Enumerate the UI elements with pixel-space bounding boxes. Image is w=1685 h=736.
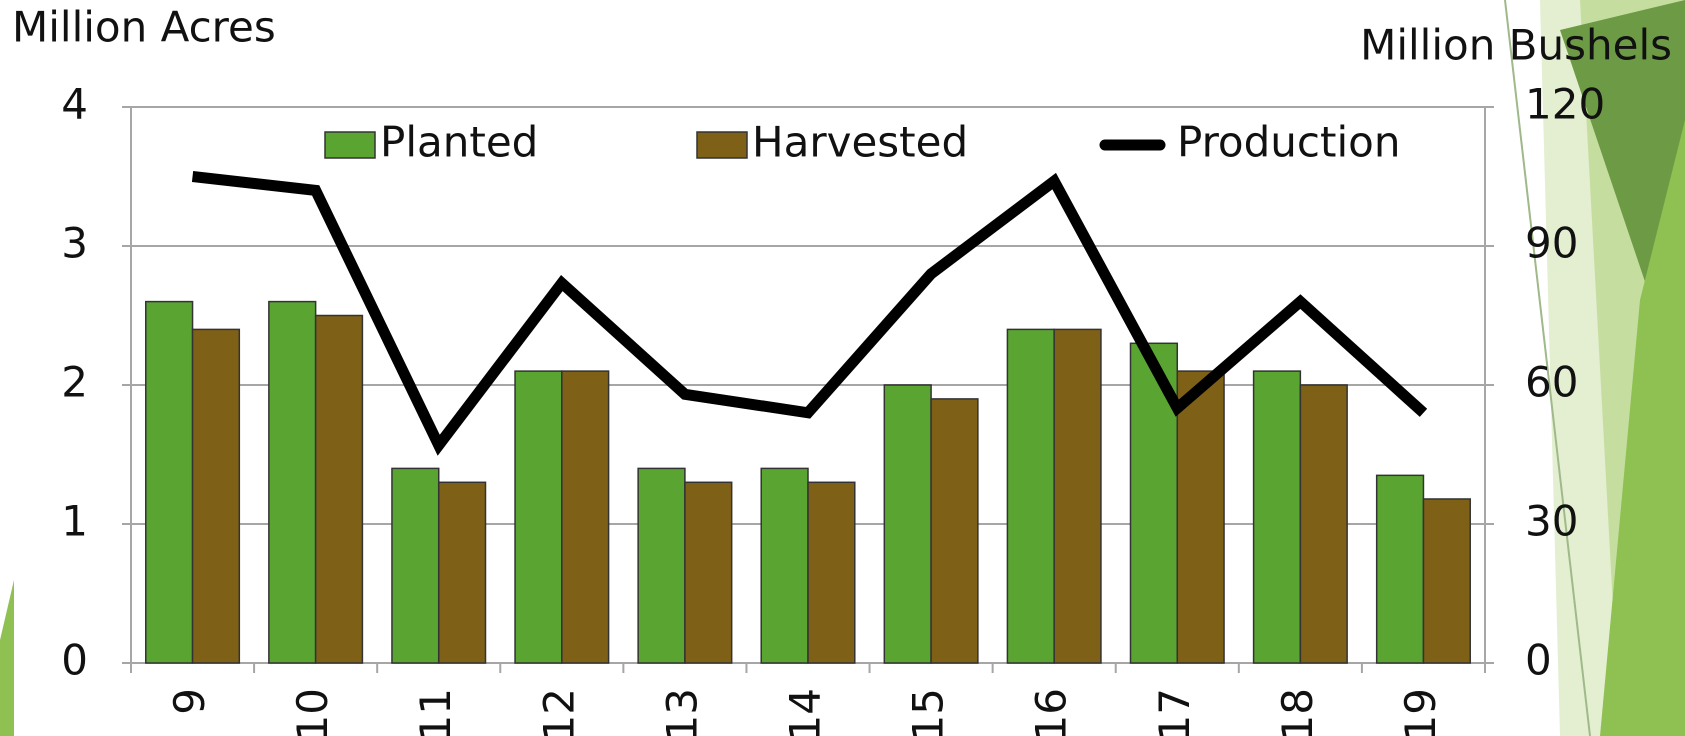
- bar: [684, 481, 733, 664]
- x-tick-label: 12: [534, 688, 583, 736]
- bar: [1299, 384, 1348, 664]
- bar: [1375, 474, 1425, 664]
- x-tick-label: 14: [781, 688, 830, 736]
- bar: [391, 467, 440, 664]
- legend-swatch: [324, 131, 376, 159]
- bar: [637, 467, 686, 664]
- legend-swatch: [696, 131, 748, 159]
- x-tick-label: 11: [411, 688, 460, 736]
- y-tick-label: 2: [61, 358, 88, 407]
- legend-label: Planted: [380, 118, 538, 167]
- y-tick-label: 3: [61, 219, 88, 268]
- bar: [145, 300, 194, 664]
- bar: [1252, 370, 1302, 664]
- bar: [268, 300, 317, 664]
- bar: [807, 481, 856, 664]
- bar: [1053, 328, 1102, 664]
- x-tick-label: 16: [1027, 688, 1076, 736]
- y2-tick-label: 60: [1525, 358, 1578, 407]
- y-tick-label: 0: [61, 636, 88, 685]
- x-tick-label: 18: [1273, 688, 1322, 736]
- x-tick-label: 9: [165, 688, 214, 715]
- y2-tick-label: 90: [1525, 219, 1578, 268]
- y-axis-title: Million Acres: [12, 3, 276, 52]
- bar: [314, 314, 364, 664]
- y2-tick-label: 0: [1525, 636, 1552, 685]
- x-tick-label: 17: [1150, 688, 1199, 736]
- bar: [760, 467, 809, 664]
- legend-label: Harvested: [752, 118, 968, 167]
- bar: [514, 370, 563, 664]
- bar: [437, 481, 487, 664]
- x-tick-label: 10: [288, 688, 337, 736]
- y-tick-label: 1: [61, 497, 88, 546]
- y2-tick-label: 120: [1525, 80, 1605, 129]
- bar: [883, 384, 932, 664]
- y2-tick-label: 30: [1525, 497, 1578, 546]
- bar: [191, 328, 241, 664]
- bar: [1176, 370, 1225, 664]
- bar: [1006, 328, 1055, 664]
- x-tick-label: 13: [657, 688, 706, 736]
- y-tick-label: 4: [61, 80, 88, 129]
- x-tick-label: 19: [1396, 688, 1445, 736]
- bar: [561, 370, 610, 664]
- line: [191, 171, 1428, 456]
- x-tick-label: 15: [904, 688, 953, 736]
- bar: [1422, 498, 1471, 664]
- y2-axis-title: Million Bushels: [1360, 21, 1672, 70]
- bar: [930, 398, 979, 664]
- legend-label: Production: [1177, 118, 1400, 167]
